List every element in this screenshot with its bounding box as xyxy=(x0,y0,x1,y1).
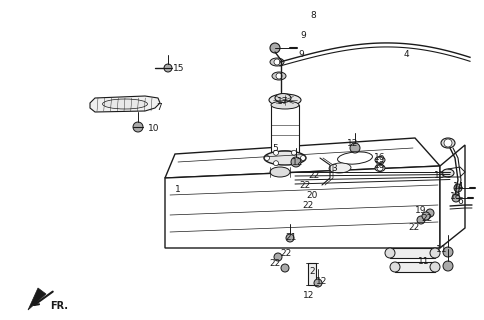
Ellipse shape xyxy=(442,169,454,177)
Ellipse shape xyxy=(443,261,453,271)
Text: 3: 3 xyxy=(331,164,337,172)
Ellipse shape xyxy=(337,152,373,164)
Text: 22: 22 xyxy=(408,222,419,231)
Ellipse shape xyxy=(103,99,148,109)
Ellipse shape xyxy=(291,161,297,166)
Text: 4: 4 xyxy=(404,50,409,59)
Bar xyxy=(308,263,316,285)
Text: 13: 13 xyxy=(434,171,445,180)
Ellipse shape xyxy=(443,247,453,257)
Bar xyxy=(390,248,435,258)
Ellipse shape xyxy=(270,167,290,177)
Polygon shape xyxy=(165,138,440,178)
Text: 12: 12 xyxy=(292,157,303,166)
Text: 21: 21 xyxy=(285,233,296,242)
Ellipse shape xyxy=(274,59,280,65)
Text: 8: 8 xyxy=(310,11,316,20)
Text: 12: 12 xyxy=(347,139,358,148)
Text: 22: 22 xyxy=(299,180,310,189)
Ellipse shape xyxy=(164,64,172,72)
Ellipse shape xyxy=(422,212,430,220)
Polygon shape xyxy=(28,288,46,310)
FancyArrowPatch shape xyxy=(34,292,53,305)
Ellipse shape xyxy=(274,253,282,261)
Text: 12: 12 xyxy=(303,292,315,300)
Text: 22: 22 xyxy=(421,213,432,222)
Ellipse shape xyxy=(270,58,284,66)
Ellipse shape xyxy=(271,151,299,159)
Ellipse shape xyxy=(273,161,278,166)
Ellipse shape xyxy=(430,248,440,258)
Ellipse shape xyxy=(264,156,270,161)
Ellipse shape xyxy=(271,101,299,109)
Ellipse shape xyxy=(329,163,351,173)
Ellipse shape xyxy=(385,248,395,258)
Ellipse shape xyxy=(452,194,460,202)
Ellipse shape xyxy=(375,164,385,172)
Text: 9: 9 xyxy=(298,50,304,59)
Ellipse shape xyxy=(441,138,455,148)
Text: 14: 14 xyxy=(453,181,464,190)
Ellipse shape xyxy=(350,143,360,153)
Text: 12: 12 xyxy=(316,277,327,286)
Ellipse shape xyxy=(390,262,400,272)
Ellipse shape xyxy=(454,184,462,192)
Ellipse shape xyxy=(281,264,289,272)
Bar xyxy=(271,105,299,155)
Ellipse shape xyxy=(375,156,385,164)
Text: 18: 18 xyxy=(450,191,462,201)
Ellipse shape xyxy=(377,157,383,163)
Text: 17: 17 xyxy=(277,97,288,106)
Ellipse shape xyxy=(264,151,306,165)
Bar xyxy=(395,262,435,272)
Text: 11: 11 xyxy=(436,244,448,253)
Ellipse shape xyxy=(430,262,440,272)
Text: 22: 22 xyxy=(308,171,319,180)
Text: FR.: FR. xyxy=(50,301,68,311)
Text: 16: 16 xyxy=(374,153,385,162)
Ellipse shape xyxy=(426,209,434,217)
Ellipse shape xyxy=(273,150,278,155)
Text: 22: 22 xyxy=(269,260,280,268)
Text: 5: 5 xyxy=(272,143,278,153)
Ellipse shape xyxy=(291,157,301,167)
Ellipse shape xyxy=(377,165,383,171)
Ellipse shape xyxy=(314,279,322,287)
Text: 22: 22 xyxy=(280,249,291,258)
Text: 1: 1 xyxy=(175,185,181,194)
Ellipse shape xyxy=(286,234,294,242)
Text: 2: 2 xyxy=(309,267,315,276)
Text: 9: 9 xyxy=(300,30,306,39)
Ellipse shape xyxy=(133,122,143,132)
Text: 18: 18 xyxy=(374,161,385,170)
Polygon shape xyxy=(440,145,465,248)
Ellipse shape xyxy=(444,139,452,147)
Ellipse shape xyxy=(269,94,301,106)
Text: 19: 19 xyxy=(415,205,426,214)
Ellipse shape xyxy=(270,43,280,53)
Ellipse shape xyxy=(417,216,425,224)
Ellipse shape xyxy=(291,150,297,155)
Ellipse shape xyxy=(276,73,282,79)
Text: 10: 10 xyxy=(148,124,160,132)
Ellipse shape xyxy=(301,156,305,161)
Ellipse shape xyxy=(275,93,291,102)
Text: 20: 20 xyxy=(306,190,318,199)
Polygon shape xyxy=(165,166,440,248)
Polygon shape xyxy=(90,96,160,112)
Text: 7: 7 xyxy=(156,102,162,111)
Ellipse shape xyxy=(272,72,286,80)
Text: 15: 15 xyxy=(173,63,184,73)
Text: 22: 22 xyxy=(302,201,313,210)
Text: 6: 6 xyxy=(457,196,463,205)
Text: 11: 11 xyxy=(418,257,429,266)
